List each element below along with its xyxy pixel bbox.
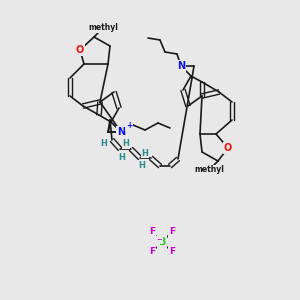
Text: B: B — [158, 237, 166, 247]
Text: F: F — [149, 248, 155, 256]
Text: F: F — [149, 227, 155, 236]
Text: H: H — [139, 160, 145, 169]
Text: −: − — [156, 237, 162, 243]
Text: F: F — [169, 227, 175, 236]
Text: H: H — [118, 152, 125, 161]
Text: F: F — [169, 248, 175, 256]
Text: O: O — [76, 45, 84, 55]
Text: N: N — [117, 127, 125, 137]
Text: H: H — [142, 148, 148, 158]
Text: N: N — [177, 61, 185, 71]
Text: H: H — [123, 140, 129, 148]
Text: H: H — [100, 139, 107, 148]
Text: methyl: methyl — [194, 166, 224, 175]
Text: +: + — [126, 122, 132, 130]
Text: methyl: methyl — [88, 23, 118, 32]
Text: O: O — [224, 143, 232, 153]
